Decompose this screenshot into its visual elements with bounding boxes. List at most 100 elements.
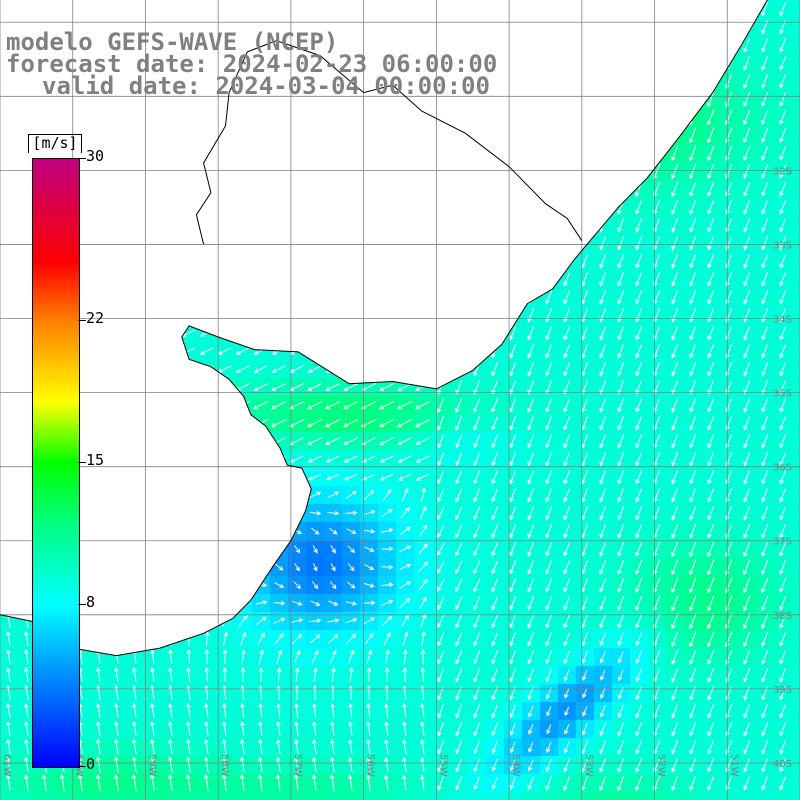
wind-arrow [420, 702, 425, 719]
wind-arrow [509, 236, 517, 251]
wind-arrow [257, 632, 265, 645]
wind-arrow [217, 5, 232, 13]
wind-speed-cell [576, 162, 594, 180]
wind-arrow [617, 524, 625, 539]
wind-speed-cell [396, 234, 414, 252]
wind-arrow [617, 416, 625, 431]
wind-arrow [127, 365, 142, 373]
wind-arrow [743, 613, 751, 630]
wind-speed-cell [180, 180, 198, 198]
wind-arrow [295, 667, 300, 682]
wind-speed-cell [450, 144, 468, 162]
wind-arrow [545, 73, 553, 90]
wind-arrow [293, 581, 301, 590]
wind-speed-cell [108, 504, 126, 522]
wind-arrow [707, 398, 715, 413]
wind-speed-cell [792, 0, 800, 18]
wind-speed-cell [630, 144, 648, 162]
wind-arrow [415, 23, 430, 31]
wind-arrow [1, 185, 16, 193]
wind-arrow [1, 401, 16, 409]
wind-arrow [635, 91, 643, 108]
wind-arrow [1, 455, 16, 463]
wind-arrow [743, 559, 751, 576]
wind-speed-cell [270, 216, 288, 234]
wind-speed-cell [306, 0, 324, 18]
wind-speed-cell [486, 324, 504, 342]
wind-arrow [327, 634, 339, 644]
wind-arrow [671, 109, 679, 126]
wind-arrow [222, 487, 229, 502]
wind-arrow [132, 594, 137, 611]
wind-arrow [290, 473, 304, 481]
wind-speed-cell [252, 144, 270, 162]
wind-arrow [743, 109, 751, 126]
wind-arrow [546, 706, 552, 717]
wind-arrow [270, 400, 287, 410]
wind-arrow [707, 290, 715, 305]
wind-speed-cell [126, 360, 144, 378]
wind-arrow [437, 740, 445, 755]
wind-speed-cell [90, 270, 108, 288]
wind-speed-cell [270, 450, 288, 468]
wind-speed-cell [738, 792, 756, 800]
wind-speed-cell [378, 18, 396, 36]
wind-arrow [779, 146, 787, 161]
wind-arrow [289, 131, 304, 139]
wind-arrow [95, 756, 101, 773]
wind-arrow [181, 383, 196, 391]
wind-arrow [779, 452, 787, 467]
wind-arrow [366, 667, 372, 682]
wind-arrow [163, 311, 178, 319]
wind-arrow [329, 581, 337, 590]
wind-speed-cell [162, 342, 180, 360]
wind-arrow [109, 239, 124, 247]
wind-arrow [109, 347, 124, 355]
wind-speed-cell [180, 270, 198, 288]
wind-speed-cell [342, 216, 360, 234]
wind-arrow [271, 383, 287, 392]
wind-speed-cell [0, 540, 18, 558]
wind-arrow [289, 149, 304, 157]
wind-speed-cell [144, 324, 162, 342]
wind-arrow [276, 720, 281, 737]
wind-arrow [509, 254, 517, 269]
wind-arrow [761, 236, 769, 251]
wind-speed-cell [306, 252, 324, 270]
wind-arrow [237, 564, 250, 569]
wind-speed-cell [216, 126, 234, 144]
wind-arrow [185, 774, 191, 791]
wind-arrow [599, 2, 607, 17]
wind-speed-cell [252, 234, 270, 252]
wind-arrow [132, 486, 137, 503]
wind-speed-cell [108, 144, 126, 162]
wind-speed-cell [180, 144, 198, 162]
wind-speed-cell [270, 198, 288, 216]
wind-speed-cell [234, 270, 252, 288]
wind-speed-cell [414, 0, 432, 18]
wind-arrow [689, 55, 697, 72]
wind-arrow [635, 722, 643, 737]
wind-arrow [455, 614, 463, 629]
wind-arrow [204, 720, 209, 737]
wind-speed-cell [432, 288, 450, 306]
wind-arrow [582, 688, 588, 699]
wind-arrow [743, 145, 751, 161]
wind-arrow [361, 311, 376, 319]
wind-speed-cell [0, 594, 18, 612]
wind-arrow [418, 561, 428, 573]
wind-speed-cell [0, 486, 18, 504]
wind-speed-cell [342, 288, 360, 306]
wind-arrow [361, 329, 376, 337]
wind-speed-cell [414, 234, 432, 252]
wind-arrow [617, 290, 625, 305]
wind-arrow [707, 2, 715, 17]
wind-arrow [163, 131, 178, 139]
wind-arrow [253, 365, 268, 373]
wind-arrow [689, 398, 697, 413]
wind-arrow [127, 383, 142, 391]
wind-speed-cell [162, 324, 180, 342]
wind-arrow [545, 632, 553, 647]
wind-speed-cell [180, 540, 198, 558]
